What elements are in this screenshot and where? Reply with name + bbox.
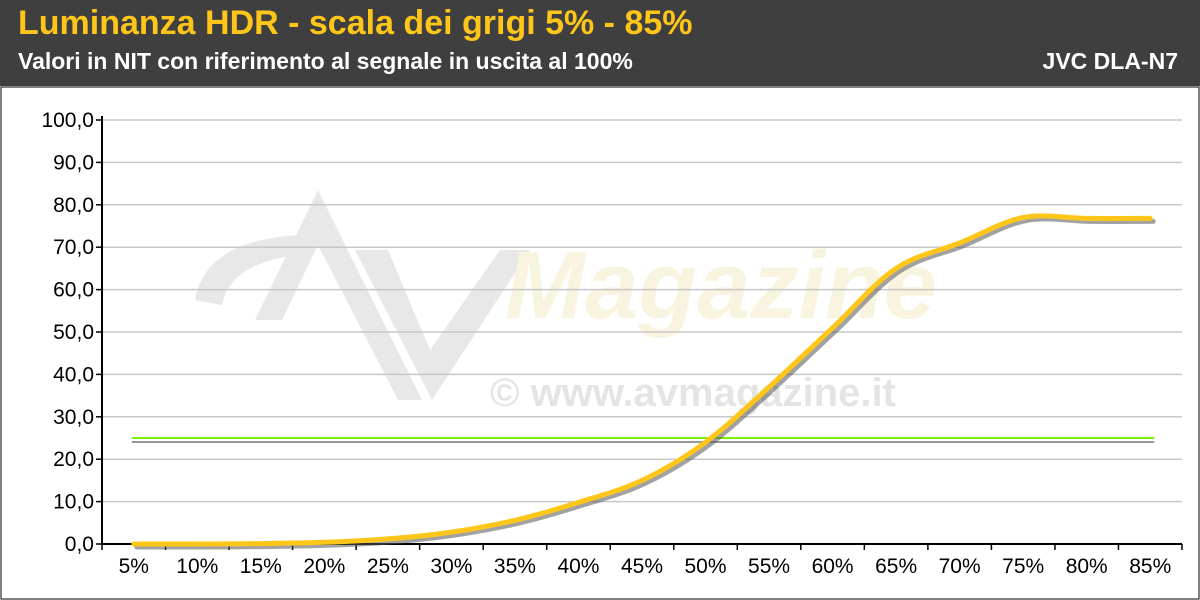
av-logo-a-shape — [255, 190, 422, 400]
x-tick-label: 80% — [1066, 555, 1108, 578]
y-tick-label: 20,0 — [53, 448, 94, 471]
x-tick-label: 45% — [621, 555, 663, 578]
chart-subtitle: Valori in NIT con riferimento al segnale… — [18, 48, 633, 74]
chart-border — [0, 86, 1200, 600]
y-axis: 0,0 10,0 20,0 30,0 40,0 50,0 60,0 70,0 80,0 90,0 1… — [41, 109, 103, 556]
x-tick-label: 85% — [1129, 555, 1171, 578]
av-logo-swoosh — [195, 235, 300, 305]
measured-curve-shadow — [134, 216, 1156, 550]
av-logo-v-shape — [355, 250, 530, 400]
y-tick-label: 40,0 — [53, 363, 94, 386]
y-tick-label: 30,0 — [53, 406, 94, 429]
series-group — [131, 213, 1156, 550]
x-tick-label: 10% — [176, 555, 218, 578]
device-model: JVC DLA-N7 — [1042, 48, 1178, 74]
x-tick-label: 25% — [367, 555, 409, 578]
grid-lines — [102, 119, 1182, 503]
x-tick-label: 35% — [494, 555, 536, 578]
y-tick-label: 70,0 — [53, 236, 94, 259]
x-tick-label: 30% — [430, 555, 472, 578]
y-tick-label: 100,0 — [41, 109, 94, 132]
header-bar: Luminanza HDR - scala dei grigi 5% - 85%… — [0, 0, 1200, 86]
x-tick-label: 40% — [557, 555, 599, 578]
x-axis: 5% 10% 15% 20% 25% 30% 35% 40% 45% 50% 55% 60% 65% 70… — [101, 543, 1183, 578]
x-tick-label: 15% — [240, 555, 282, 578]
x-tick-label: 75% — [1002, 555, 1044, 578]
y-tick-label: 0,0 — [65, 533, 94, 556]
y-tick-label: 80,0 — [53, 194, 94, 217]
x-tick-label: 20% — [303, 555, 345, 578]
watermark-url: © www.avmagazine.it — [490, 371, 896, 415]
y-tick-label: 60,0 — [53, 279, 94, 302]
measured-curve — [131, 213, 1153, 547]
x-tick-label: 60% — [812, 555, 854, 578]
avmagazine-watermark: Magazine © www.avmagazine.it — [195, 190, 937, 415]
x-tick-label: 65% — [875, 555, 917, 578]
y-tick-label: 50,0 — [53, 321, 94, 344]
x-tick-label: 50% — [685, 555, 727, 578]
chart-title: Luminanza HDR - scala dei grigi 5% - 85% — [18, 4, 693, 42]
watermark-brand: Magazine — [505, 232, 937, 339]
x-tick-label: 5% — [119, 555, 149, 578]
y-tick-label: 90,0 — [53, 151, 94, 174]
x-tick-label: 55% — [748, 555, 790, 578]
y-tick-label: 10,0 — [53, 491, 94, 514]
x-tick-label: 70% — [939, 555, 981, 578]
